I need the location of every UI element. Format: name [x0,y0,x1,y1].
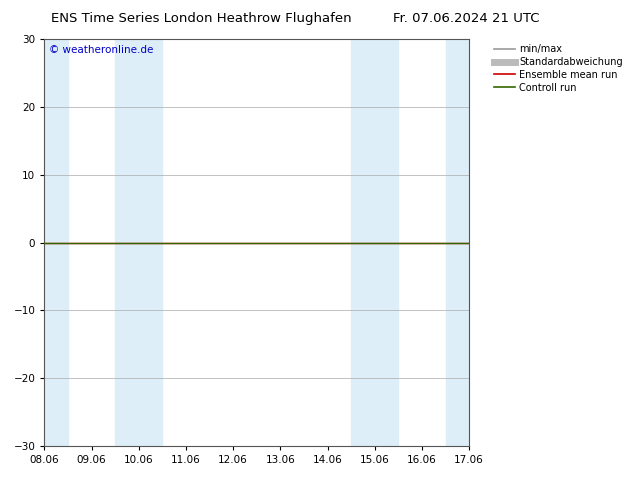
Bar [351,39,398,446]
Bar [115,39,162,446]
Bar [446,39,469,446]
Bar [44,39,68,446]
Legend: min/max, Standardabweichung, Ensemble mean run, Controll run: min/max, Standardabweichung, Ensemble me… [494,44,623,93]
Text: Fr. 07.06.2024 21 UTC: Fr. 07.06.2024 21 UTC [393,12,540,25]
Text: © weatheronline.de: © weatheronline.de [49,45,153,55]
Text: ENS Time Series London Heathrow Flughafen: ENS Time Series London Heathrow Flughafe… [51,12,351,25]
